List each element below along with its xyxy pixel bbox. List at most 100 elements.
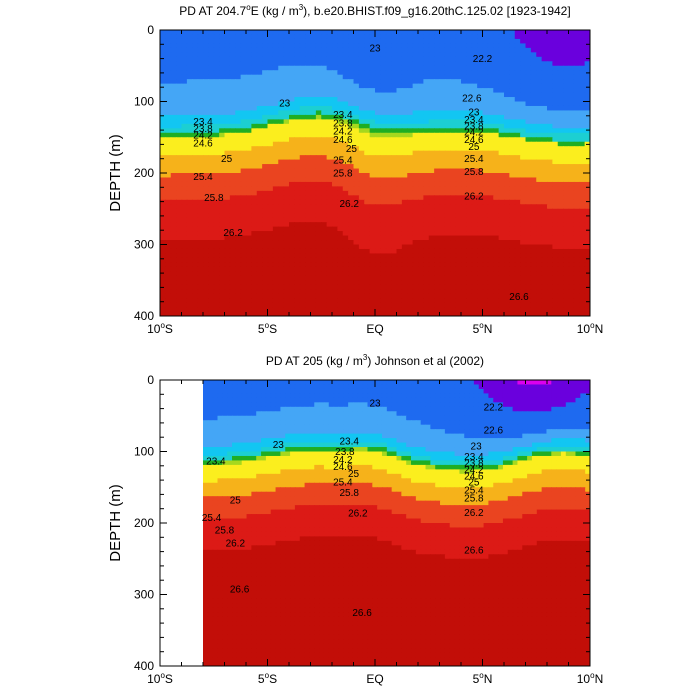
- field-cell: [229, 204, 236, 210]
- field-cell: [401, 123, 408, 129]
- field-cell: [428, 235, 435, 241]
- field-cell: [514, 289, 521, 295]
- field-cell: [375, 240, 381, 246]
- field-cell: [423, 177, 430, 183]
- field-cell: [369, 88, 376, 94]
- field-cell: [487, 231, 494, 237]
- field-cell: [289, 248, 295, 255]
- field-cell: [579, 217, 586, 223]
- field-cell: [246, 181, 252, 188]
- field-cell: [262, 79, 269, 85]
- field-cell: [272, 307, 279, 313]
- field-cell: [332, 284, 338, 290]
- field-cell: [498, 34, 505, 40]
- field-cell: [525, 155, 532, 161]
- field-cell: [471, 293, 478, 299]
- field-cell: [278, 83, 285, 89]
- field-cell: [326, 266, 333, 272]
- field-cell: [423, 199, 430, 205]
- field-cell: [299, 181, 306, 188]
- field-cell: [358, 293, 365, 299]
- field-cell: [439, 302, 446, 308]
- field-cell: [364, 101, 371, 107]
- field-cell: [289, 217, 295, 223]
- field-cell: [283, 56, 290, 62]
- field-cell: [584, 204, 590, 210]
- field-cell: [186, 253, 193, 259]
- field-cell: [251, 74, 258, 80]
- field-cell: [434, 105, 441, 112]
- field-cell: [418, 83, 424, 89]
- field-cell: [186, 181, 193, 188]
- field-cell: [160, 119, 166, 125]
- field-cell: [326, 137, 333, 143]
- field-cell: [186, 110, 193, 116]
- field-cell: [568, 61, 575, 67]
- field-cell: [299, 79, 306, 85]
- field-cell: [450, 38, 457, 45]
- field-cell: [294, 92, 301, 98]
- field-cell: [428, 195, 435, 201]
- field-cell: [450, 150, 457, 156]
- field-cell: [170, 253, 177, 259]
- field-cell: [203, 150, 209, 156]
- field-cell: [160, 74, 166, 80]
- field-cell: [160, 47, 166, 53]
- field-cell: [321, 222, 328, 228]
- field-cell: [568, 208, 575, 214]
- field-cell: [235, 92, 242, 98]
- field-cell: [235, 173, 242, 179]
- field-cell: [197, 213, 204, 219]
- field-cell: [439, 240, 446, 246]
- field-cell: [418, 150, 424, 156]
- field-cell: [391, 56, 398, 62]
- field-cell: [530, 30, 537, 36]
- field-cell: [283, 123, 290, 129]
- field-cell: [278, 110, 285, 116]
- field-cell: [471, 132, 478, 138]
- field-cell: [192, 222, 199, 228]
- field-cell: [493, 159, 500, 165]
- field-cell: [348, 128, 355, 134]
- field-cell: [192, 34, 199, 40]
- field-cell: [203, 222, 209, 228]
- field-cell: [176, 262, 183, 268]
- field-cell: [186, 123, 193, 129]
- field-cell: [579, 289, 586, 295]
- field-cell: [358, 79, 365, 85]
- field-cell: [321, 79, 328, 85]
- field-cell: [160, 137, 166, 143]
- field-cell: [251, 235, 258, 241]
- field-cell: [235, 271, 242, 277]
- field-cell: [375, 146, 381, 152]
- field-cell: [369, 119, 376, 125]
- field-cell: [364, 65, 371, 71]
- field-cell: [278, 159, 285, 165]
- field-cell: [267, 56, 274, 62]
- field-cell: [219, 266, 226, 272]
- field-cell: [251, 293, 258, 299]
- field-cell: [186, 137, 193, 143]
- field-cell: [461, 204, 467, 210]
- field-cell: [412, 213, 419, 219]
- field-cell: [289, 293, 295, 299]
- field-cell: [321, 168, 328, 174]
- field-cell: [573, 159, 580, 165]
- field-cell: [364, 128, 371, 134]
- field-cell: [224, 186, 231, 192]
- field-cell: [326, 70, 333, 76]
- field-cell: [418, 97, 424, 103]
- field-cell: [337, 284, 344, 290]
- field-cell: [342, 181, 349, 188]
- field-cell: [412, 208, 419, 214]
- field-cell: [213, 43, 220, 49]
- field-cell: [482, 204, 489, 210]
- field-cell: [342, 101, 349, 107]
- field-cell: [552, 119, 559, 125]
- field-cell: [326, 222, 333, 228]
- field-cell: [332, 119, 338, 125]
- field-cell: [428, 173, 435, 179]
- field-cell: [342, 88, 349, 94]
- field-cell: [466, 88, 473, 94]
- field-cell: [423, 271, 430, 277]
